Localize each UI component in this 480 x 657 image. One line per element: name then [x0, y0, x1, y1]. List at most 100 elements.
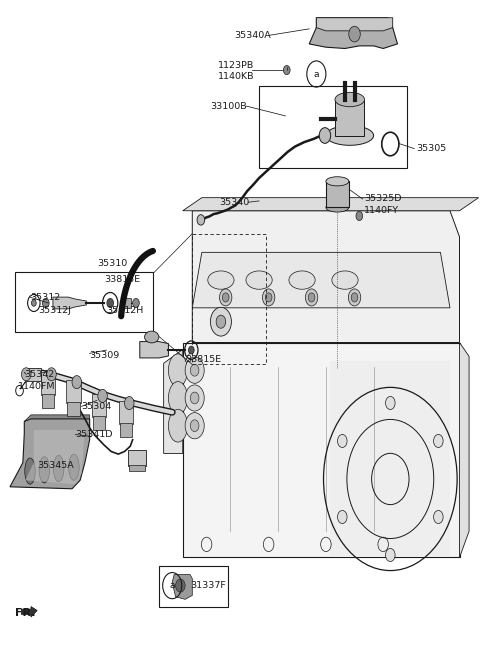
Ellipse shape — [25, 458, 35, 484]
Circle shape — [72, 376, 82, 389]
Circle shape — [107, 298, 114, 307]
Text: 35312H: 35312H — [107, 306, 144, 315]
Ellipse shape — [168, 409, 188, 442]
Text: 31337F: 31337F — [190, 581, 226, 590]
Ellipse shape — [326, 125, 373, 145]
Polygon shape — [183, 198, 479, 211]
Circle shape — [222, 293, 229, 302]
Circle shape — [216, 315, 226, 328]
Text: 35312J: 35312J — [38, 306, 72, 315]
Ellipse shape — [53, 455, 64, 482]
Bar — [41, 373, 55, 396]
Polygon shape — [183, 342, 459, 558]
Circle shape — [176, 579, 185, 592]
Circle shape — [337, 510, 347, 524]
Circle shape — [305, 289, 318, 306]
Ellipse shape — [39, 457, 49, 483]
Ellipse shape — [208, 271, 234, 289]
Text: 35310: 35310 — [97, 259, 127, 267]
Circle shape — [351, 293, 358, 302]
Circle shape — [32, 300, 36, 306]
Text: 35309: 35309 — [90, 351, 120, 361]
Text: 35340A: 35340A — [234, 31, 271, 40]
Polygon shape — [330, 361, 450, 558]
Text: a: a — [169, 581, 175, 590]
Text: 35341D: 35341D — [75, 430, 113, 439]
Text: 33815E: 33815E — [104, 275, 140, 284]
Ellipse shape — [69, 454, 79, 480]
Bar — [15, 271, 153, 332]
Circle shape — [185, 385, 204, 411]
Polygon shape — [316, 18, 393, 31]
Polygon shape — [164, 350, 183, 453]
Text: FR.: FR. — [15, 608, 35, 618]
Ellipse shape — [326, 177, 349, 186]
Text: 35305: 35305 — [417, 144, 447, 153]
Circle shape — [283, 66, 290, 75]
Polygon shape — [192, 211, 459, 342]
Polygon shape — [22, 606, 37, 617]
Polygon shape — [24, 415, 90, 421]
Text: 1123PB: 1123PB — [218, 61, 254, 70]
Circle shape — [189, 346, 194, 354]
Ellipse shape — [168, 354, 188, 386]
Bar — [119, 401, 133, 424]
Bar — [121, 298, 131, 307]
Bar — [93, 415, 106, 430]
Bar — [336, 99, 364, 135]
Bar — [128, 449, 146, 466]
Polygon shape — [10, 419, 90, 489]
Text: 1140KB: 1140KB — [218, 72, 254, 81]
Circle shape — [319, 127, 331, 143]
Bar — [26, 368, 41, 381]
Circle shape — [98, 390, 108, 403]
Circle shape — [337, 434, 347, 447]
Text: 33100B: 33100B — [211, 102, 247, 110]
Circle shape — [210, 307, 231, 336]
Circle shape — [349, 26, 360, 42]
Circle shape — [219, 289, 232, 306]
Circle shape — [185, 357, 204, 383]
Bar — [67, 402, 80, 416]
Ellipse shape — [335, 93, 364, 106]
Text: 35342: 35342 — [24, 370, 55, 379]
Polygon shape — [172, 574, 192, 599]
Ellipse shape — [289, 271, 315, 289]
Circle shape — [263, 289, 275, 306]
Text: 35325D: 35325D — [364, 194, 402, 204]
Circle shape — [22, 368, 31, 381]
Circle shape — [191, 420, 199, 432]
Circle shape — [197, 215, 204, 225]
Text: a: a — [313, 70, 319, 78]
Text: 35312: 35312 — [30, 292, 60, 302]
Text: 1140FY: 1140FY — [364, 206, 399, 215]
Polygon shape — [140, 342, 168, 358]
Circle shape — [385, 396, 395, 409]
Circle shape — [191, 365, 199, 376]
Polygon shape — [309, 18, 397, 49]
Text: 35340: 35340 — [219, 198, 250, 207]
Bar — [326, 181, 349, 208]
Circle shape — [308, 293, 315, 302]
Ellipse shape — [326, 203, 349, 212]
Bar — [120, 422, 132, 437]
Circle shape — [356, 212, 363, 221]
Text: 35304: 35304 — [82, 402, 112, 411]
Bar — [66, 380, 81, 403]
Bar — [159, 566, 228, 606]
Circle shape — [185, 413, 204, 439]
Text: 35345A: 35345A — [37, 461, 74, 470]
Circle shape — [132, 298, 139, 307]
Polygon shape — [53, 297, 86, 309]
Ellipse shape — [332, 271, 358, 289]
Circle shape — [124, 397, 134, 409]
Bar — [129, 464, 144, 471]
Text: 1140FM: 1140FM — [18, 382, 56, 390]
Ellipse shape — [246, 271, 272, 289]
Bar — [259, 87, 407, 168]
Circle shape — [42, 298, 49, 307]
Polygon shape — [459, 342, 469, 558]
Circle shape — [385, 549, 395, 562]
Circle shape — [47, 368, 56, 381]
Bar — [192, 234, 266, 365]
